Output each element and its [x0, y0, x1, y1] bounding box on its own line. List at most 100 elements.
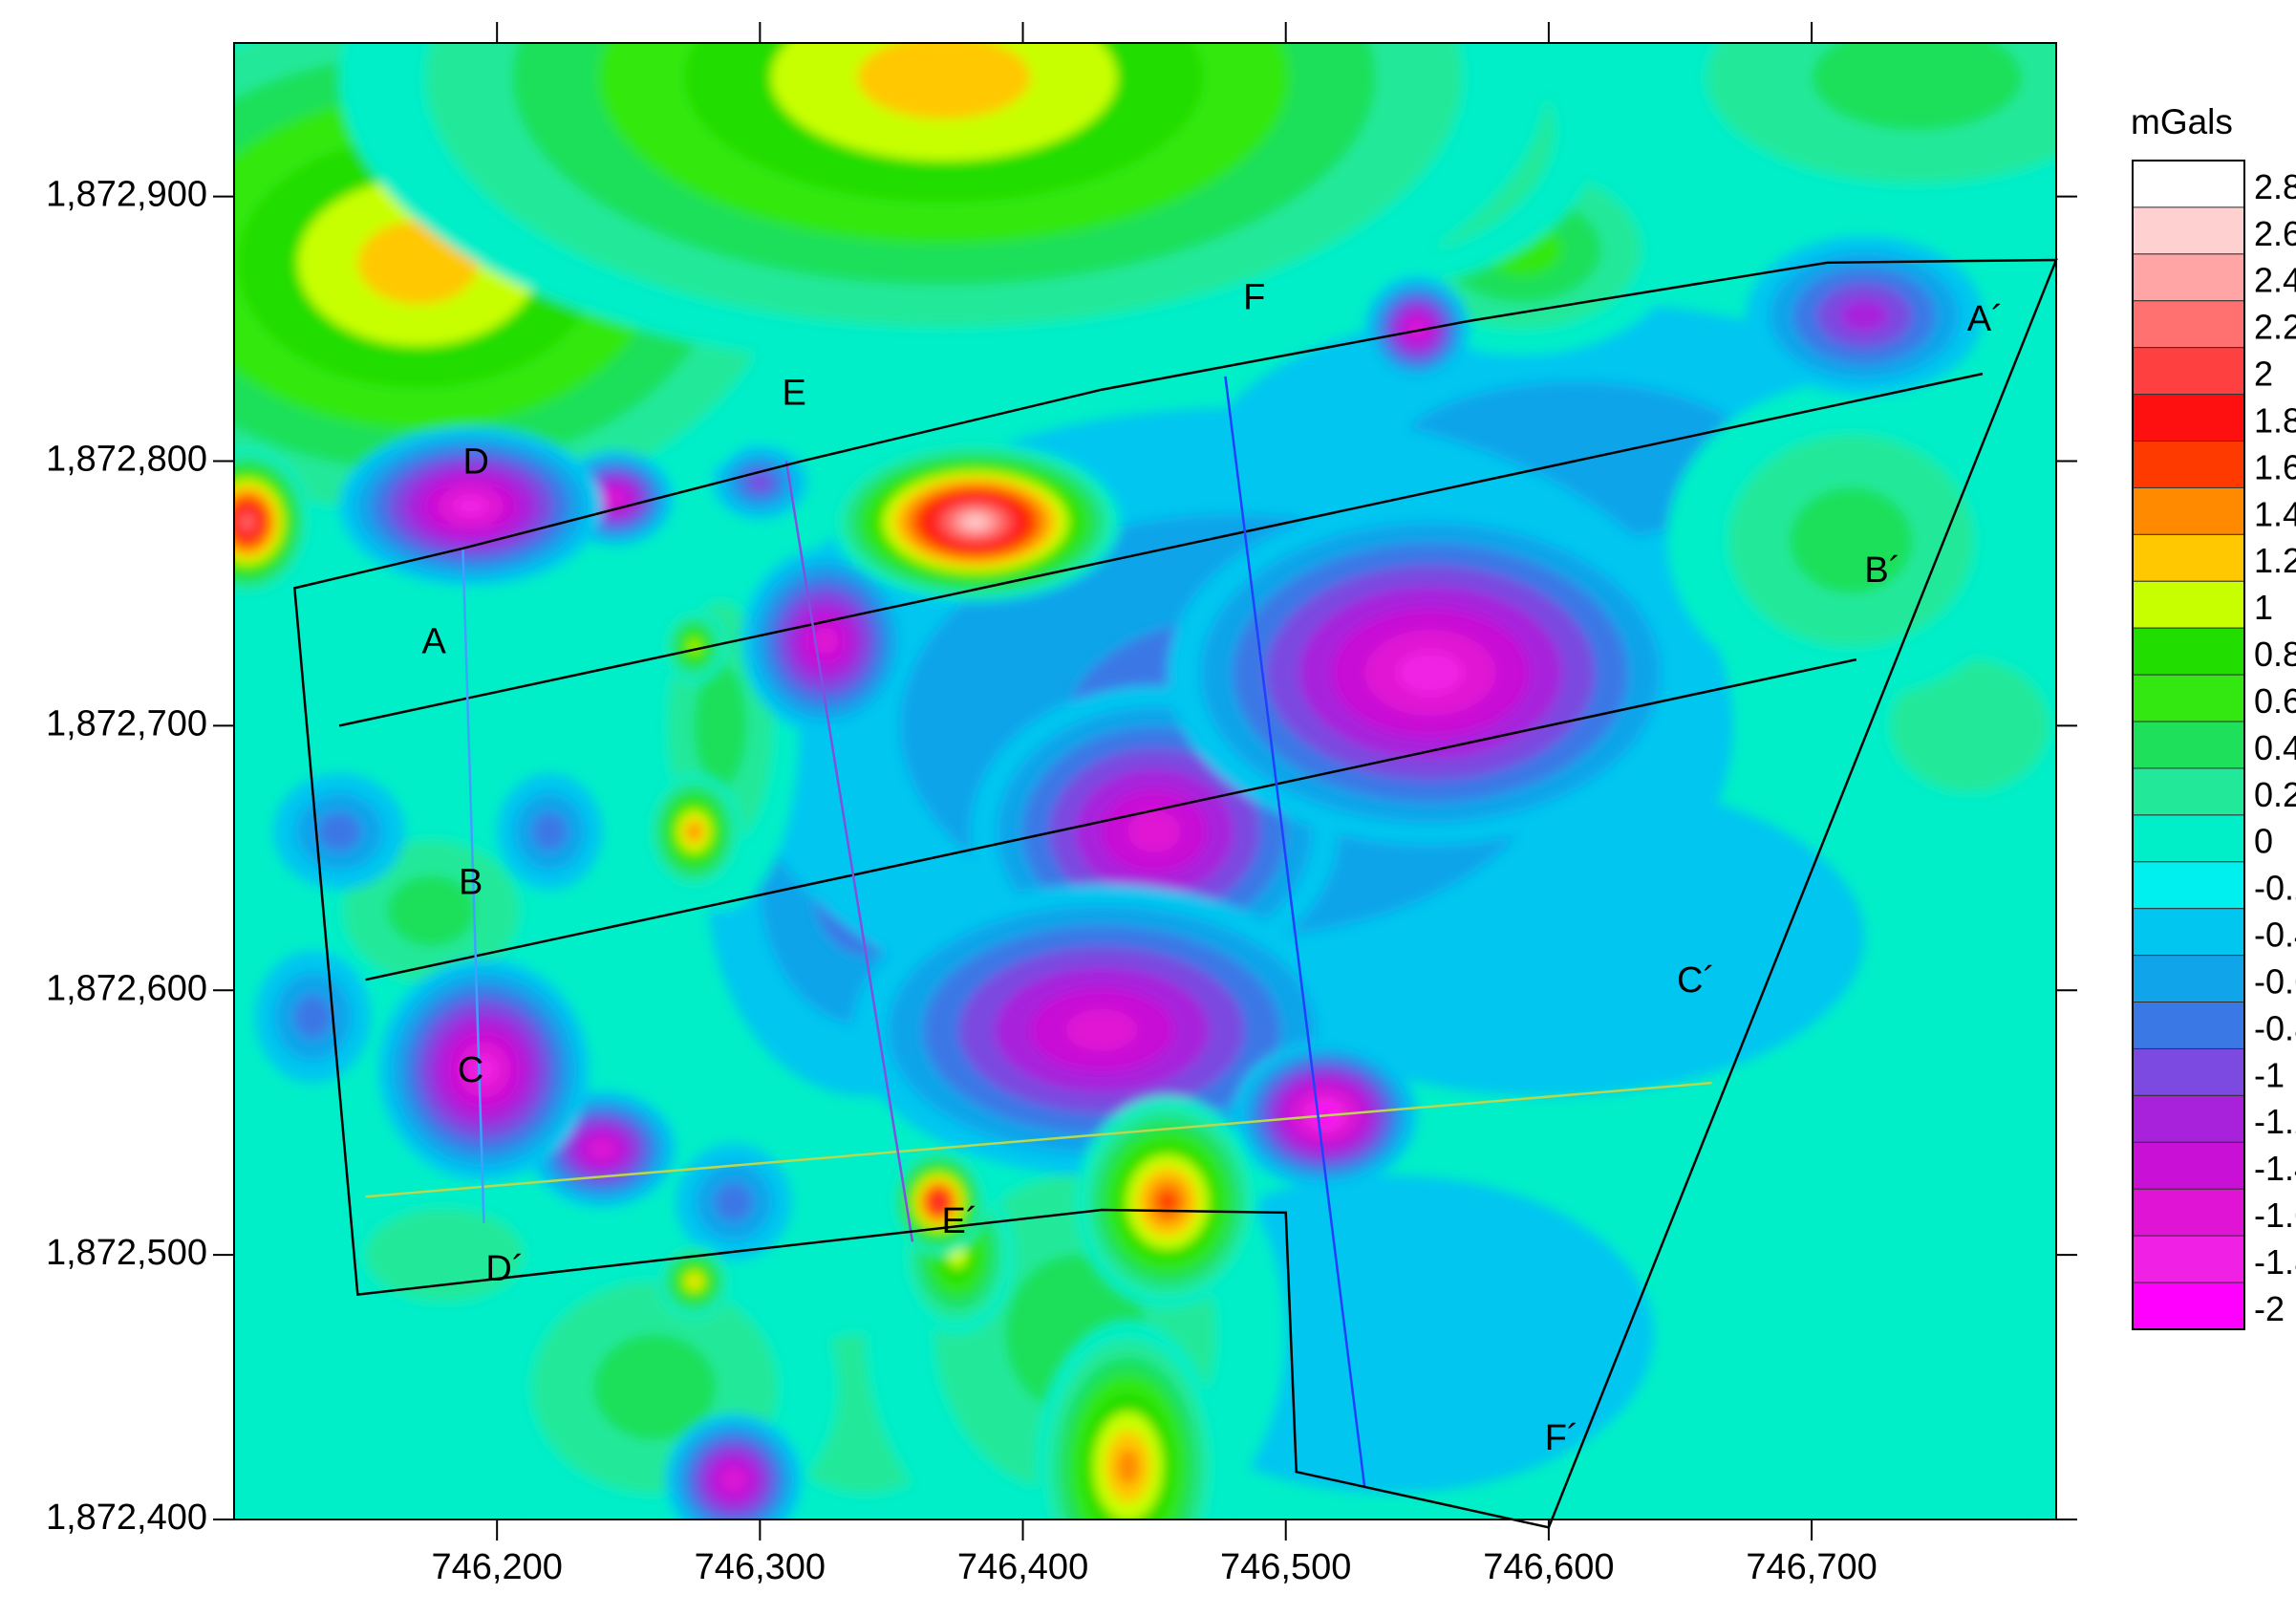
- colorbar-frame: [2132, 160, 2245, 1330]
- anomaly-47: [255, 950, 372, 1084]
- profile-label: E: [782, 373, 805, 413]
- colorbar-swatch: [2132, 1047, 2245, 1096]
- colorbar-label: 0.4: [2254, 728, 2296, 767]
- anomaly-17: [1666, 381, 2035, 700]
- anomaly-38: [657, 1244, 732, 1319]
- anomaly-23: [1233, 1040, 1418, 1189]
- colorbar-label: 1.6: [2254, 447, 2296, 486]
- contour-band: [813, 627, 838, 655]
- profile-label: E´: [941, 1201, 977, 1241]
- colorbar-swatch: [2132, 206, 2245, 255]
- contour-band: [688, 824, 700, 839]
- profile-label: C´: [1677, 960, 1715, 1001]
- contour-band: [1812, 43, 2023, 131]
- colorbar-label: 1.8: [2254, 400, 2296, 440]
- contour-band: [607, 491, 624, 506]
- profile-label: F´: [1545, 1418, 1579, 1458]
- anomaly-15: [1364, 275, 1470, 382]
- colorbar-label: -0.8: [2254, 1008, 2296, 1047]
- profile-line-e: [784, 461, 914, 1242]
- anomaly-39: [665, 1413, 803, 1519]
- x-tick-label: 746,200: [431, 1547, 562, 1587]
- contour-band: [965, 516, 986, 528]
- contour-band: [1790, 487, 1913, 593]
- profile-label: F: [1243, 278, 1265, 318]
- contour-band: [470, 1055, 498, 1084]
- colorbar-swatch: [2132, 955, 2245, 1003]
- anomaly-16: [1746, 236, 1983, 396]
- profile-label: C: [458, 1050, 483, 1090]
- colorbar-swatch: [2132, 1002, 2245, 1049]
- x-tick-label: 746,300: [695, 1547, 826, 1587]
- contour-band: [714, 1182, 754, 1222]
- colorbar-swatch: [2132, 861, 2245, 910]
- colorbar-swatch: [2132, 486, 2245, 535]
- colorbar-swatch: [2132, 1141, 2245, 1190]
- colorbar-label: 2.8: [2254, 167, 2296, 206]
- colorbar-label: 0.8: [2254, 635, 2296, 674]
- anomaly-24: [378, 959, 590, 1181]
- anomaly-36: [1036, 1321, 1220, 1519]
- colorbar-label: 1.4: [2254, 494, 2296, 533]
- profile-label: B: [459, 863, 483, 903]
- contour-band: [1890, 659, 2049, 792]
- profile-line-f: [1224, 376, 1366, 1488]
- anomaly-30: [497, 773, 603, 891]
- axes: 746,200 746,300 746,400 746,500 746,600 746,7…: [46, 22, 2077, 1587]
- profile-label: D´: [485, 1249, 524, 1289]
- anomaly-31: [273, 773, 405, 891]
- colorbar-swatch: [2132, 1235, 2245, 1283]
- colorbar-swatch: [2132, 160, 2245, 208]
- contour-band: [365, 1208, 524, 1302]
- colorbar-swatch: [2132, 1188, 2245, 1237]
- profile-label: A´: [1967, 299, 2004, 339]
- y-tick-label: 1,872,900: [46, 175, 207, 215]
- colorbar-label: 0: [2254, 822, 2273, 861]
- colorbar-label: 0.2: [2254, 775, 2296, 814]
- profile-labels: A A´ B B´ C C´ D D´ E E´ F F´: [421, 278, 2003, 1458]
- contour-band: [1065, 1009, 1138, 1051]
- anomaly-32: [676, 1143, 792, 1260]
- contour-band: [317, 811, 362, 851]
- contour-band: [293, 994, 333, 1039]
- colorbar-label: 2.2: [2254, 308, 2296, 347]
- plot-area: A A´ B B´ C C´ D D´ E E´ F F´: [234, 43, 2058, 1529]
- profile-line-b: [365, 657, 1857, 981]
- y-tick-label: 1,872,500: [46, 1233, 207, 1273]
- colorbar-label: 2: [2254, 355, 2273, 394]
- x-tick-label: 746,500: [1220, 1547, 1351, 1587]
- colorbar-label: 2.6: [2254, 214, 2296, 253]
- anomaly-19: [1167, 501, 1694, 845]
- x-tick-label: 746,400: [957, 1547, 1088, 1587]
- profile-label: D: [462, 442, 488, 482]
- colorbar-label: -0.4: [2254, 916, 2296, 955]
- anomaly-44: [1548, 990, 2056, 1519]
- colorbar-swatch: [2132, 300, 2245, 349]
- anomaly-6: [1601, 43, 2056, 237]
- colorbar-swatch: [2132, 767, 2245, 816]
- contour-band: [1127, 810, 1181, 852]
- colorbar-swatch: [2132, 441, 2245, 488]
- colorbar-swatch: [2132, 533, 2245, 582]
- plot-frame: [233, 42, 2057, 1520]
- contour-band: [387, 875, 476, 947]
- colorbar-swatch: [2132, 627, 2245, 676]
- y-tick-label: 1,872,400: [46, 1497, 207, 1538]
- anomaly-29: [662, 609, 726, 684]
- colorbar-swatch: [2132, 253, 2245, 302]
- colorbar-label: 0.6: [2254, 681, 2296, 721]
- colorbar-swatch: [2132, 721, 2245, 769]
- anomaly-25: [528, 1090, 676, 1208]
- anomaly-21: [851, 884, 1352, 1176]
- contour-band: [1116, 1448, 1140, 1485]
- contour-band: [1157, 1190, 1178, 1215]
- anomaly-2: [339, 43, 1549, 369]
- profile-line-d: [461, 548, 485, 1223]
- colorbar-swatch: [2132, 1282, 2245, 1330]
- profile-line-c: [365, 1081, 1712, 1198]
- contour-band: [591, 1140, 613, 1158]
- colorbar-title: mGals: [2131, 102, 2233, 141]
- y-tick-label: 1,872,700: [46, 703, 207, 743]
- contour-band: [454, 496, 487, 516]
